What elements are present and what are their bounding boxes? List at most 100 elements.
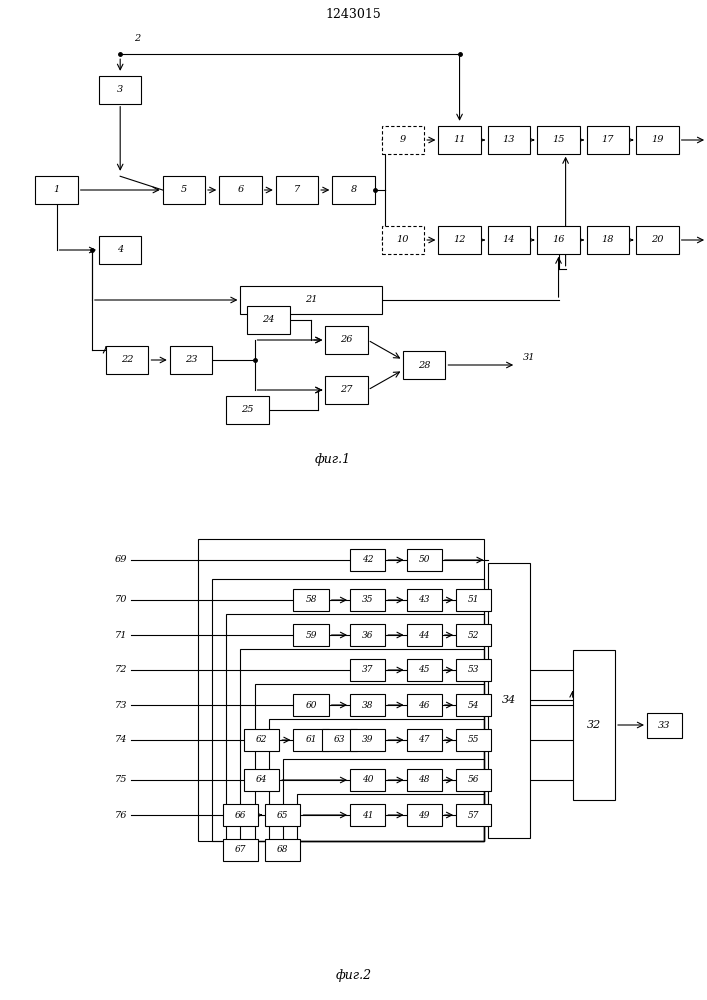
Text: 6: 6 [238,186,243,194]
Bar [244,729,279,751]
Bar [350,769,385,791]
Text: 46: 46 [419,700,430,710]
Bar [636,126,679,154]
Text: 40: 40 [362,776,373,784]
Text: 74: 74 [115,736,127,744]
Text: 58: 58 [305,595,317,604]
Text: 38: 38 [362,700,373,710]
Text: 37: 37 [362,666,373,674]
Bar [332,176,375,204]
Bar [212,579,484,841]
Text: 72: 72 [115,666,127,674]
Bar [407,589,442,611]
Text: 54: 54 [468,700,479,710]
Bar [636,226,679,254]
Text: 28: 28 [418,360,431,369]
Bar [456,729,491,751]
Bar [276,176,318,204]
Bar [488,226,530,254]
Bar [269,719,484,841]
Bar [170,346,212,374]
Bar [350,729,385,751]
Text: 5: 5 [181,186,187,194]
Text: 67: 67 [235,846,246,854]
Bar [293,624,329,646]
Text: 60: 60 [305,700,317,710]
Text: фиг.2: фиг.2 [335,968,372,982]
Text: 31: 31 [523,353,536,362]
Bar [226,614,484,841]
Bar [99,76,141,104]
Text: 68: 68 [277,846,288,854]
Text: 22: 22 [121,356,134,364]
Text: 53: 53 [468,666,479,674]
Text: 56: 56 [468,776,479,784]
Text: 1243015: 1243015 [326,8,381,21]
Text: фиг.1: фиг.1 [314,454,351,466]
Text: 70: 70 [115,595,127,604]
Text: 10: 10 [397,235,409,244]
Bar [407,624,442,646]
Text: 15: 15 [552,135,565,144]
Bar [106,346,148,374]
Text: 3: 3 [117,86,123,95]
Bar [99,236,141,264]
Bar [407,549,442,571]
Text: 12: 12 [453,235,466,244]
Text: 50: 50 [419,556,430,564]
Bar [244,769,279,791]
Bar [198,539,484,841]
Bar [265,839,300,861]
Bar [35,176,78,204]
Text: 24: 24 [262,316,275,324]
Bar [219,176,262,204]
Bar [293,729,329,751]
Text: 14: 14 [503,235,515,244]
Text: 9: 9 [400,135,406,144]
Bar [223,839,258,861]
Bar [163,176,205,204]
Text: 36: 36 [362,631,373,640]
Text: 13: 13 [503,135,515,144]
Bar [350,624,385,646]
Bar [350,694,385,716]
Text: 41: 41 [362,810,373,820]
Text: 63: 63 [334,736,345,744]
Text: 55: 55 [468,736,479,744]
Bar [488,562,530,838]
Text: 2: 2 [134,34,141,43]
Text: 42: 42 [362,556,373,564]
Bar [537,126,580,154]
Bar [407,694,442,716]
Bar [240,649,484,841]
Text: 43: 43 [419,595,430,604]
Bar [325,326,368,354]
Text: 76: 76 [115,810,127,820]
Text: 39: 39 [362,736,373,744]
Bar [255,684,484,841]
Bar [350,659,385,681]
Bar [322,729,357,751]
Text: 64: 64 [256,776,267,784]
Text: 17: 17 [602,135,614,144]
Bar [240,286,382,314]
Text: 35: 35 [362,595,373,604]
Text: 48: 48 [419,776,430,784]
Text: 52: 52 [468,631,479,640]
Bar [587,126,629,154]
Bar [456,589,491,611]
Bar [407,659,442,681]
Bar [488,126,530,154]
Bar [223,804,258,826]
Text: 69: 69 [115,556,127,564]
Text: 66: 66 [235,810,246,820]
Bar [403,351,445,379]
Text: 44: 44 [419,631,430,640]
Text: 45: 45 [419,666,430,674]
Text: 61: 61 [305,736,317,744]
Text: 7: 7 [294,186,300,194]
Text: 26: 26 [340,336,353,344]
Text: 65: 65 [277,810,288,820]
Bar [382,126,424,154]
Bar [456,694,491,716]
